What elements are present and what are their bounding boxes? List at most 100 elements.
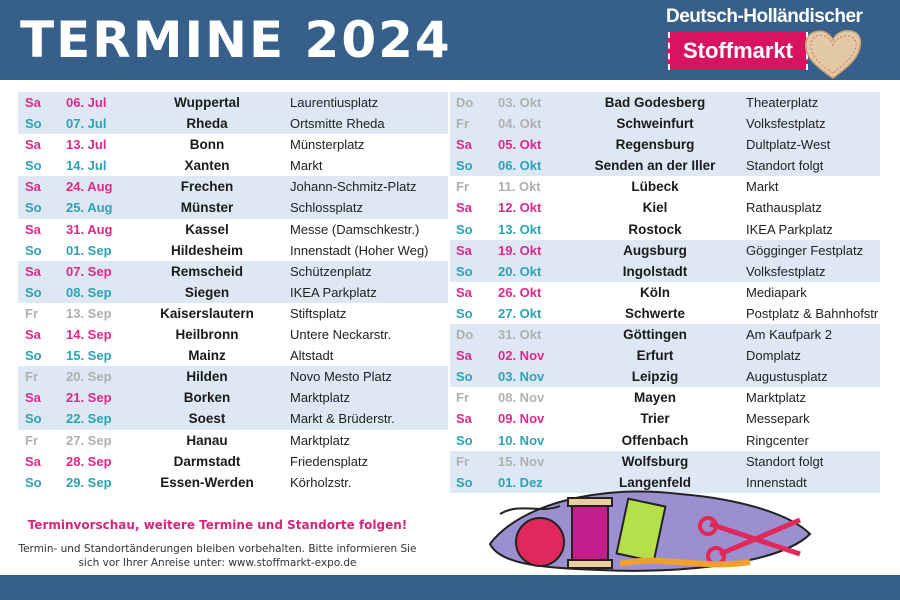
venue-name: Münsterplatz <box>290 137 365 153</box>
table-row: Sa 05. Okt Regensburg Dultplatz-West <box>450 134 880 156</box>
day-label: Fr <box>25 305 38 321</box>
table-row: Sa 09. Nov Trier Messepark <box>450 408 880 429</box>
table-row: So 29. Sep Essen-Werden Körholzstr. <box>18 472 448 493</box>
date-label: 25. Aug <box>66 200 113 216</box>
venue-name: IKEA Parkplatz <box>290 284 377 300</box>
city-name: Kassel <box>185 221 229 237</box>
date-label: 08. Sep <box>66 284 112 300</box>
date-label: 07. Jul <box>66 116 107 132</box>
schedule-table-right: Do 03. Okt Bad Godesberg Theaterplatz Fr 04. … <box>450 92 880 493</box>
table-row: Sa 14. Sep Heilbronn Untere Neckarstr. <box>18 324 448 345</box>
venue-name: Novo Mesto Platz <box>290 369 392 385</box>
venue-name: Marktplatz <box>746 390 806 406</box>
table-row: Sa 13. Jul Bonn Münsterplatz <box>18 134 448 155</box>
date-label: 15. Nov <box>498 453 545 469</box>
day-label: Sa <box>456 137 472 153</box>
header-banner: TERMINE 2024 Deutsch-Holländischer Stoff… <box>0 0 900 80</box>
venue-name: Innenstadt <box>746 474 807 490</box>
venue-name: Augustusplatz <box>746 369 828 385</box>
date-label: 03. Okt <box>498 95 542 110</box>
city-name: Wuppertal <box>174 95 240 110</box>
table-row: Sa 24. Aug Frechen Johann-Schmitz-Platz <box>18 176 448 198</box>
logo-band-text: Stoffmarkt <box>668 32 808 70</box>
date-label: 09. Nov <box>498 411 545 427</box>
table-row: Sa 07. Sep Remscheid Schützenplatz <box>18 260 448 282</box>
city-name: Siegen <box>184 284 230 300</box>
venue-name: Messe (Damschkestr.) <box>290 221 420 237</box>
day-label: So <box>25 158 42 174</box>
disclaimer-note: Termin- und Standortänderungen bleiben v… <box>18 543 417 569</box>
date-label: 04. Okt <box>498 116 542 132</box>
day-label: Do <box>456 95 474 110</box>
date-label: 14. Sep <box>66 327 112 343</box>
table-row: Sa 06. Jul Wuppertal Laurentiusplatz <box>18 92 448 114</box>
table-row: So 10. Nov Offenbach Ringcenter <box>450 430 880 451</box>
city-name: Rheda <box>186 116 228 132</box>
sewing-illustration <box>488 490 812 572</box>
day-label: So <box>456 221 473 237</box>
day-label: Sa <box>456 411 472 427</box>
stoffmarkt-logo: Deutsch-Holländischer Stoffmarkt <box>660 6 890 79</box>
date-label: 13. Sep <box>66 305 112 321</box>
day-label: Sa <box>25 95 41 110</box>
table-row: Fr 08. Nov Mayen Marktplatz <box>450 387 880 408</box>
day-label: So <box>456 369 473 385</box>
day-label: Fr <box>456 179 469 195</box>
city-name: Rostock <box>628 221 682 237</box>
spool-green-icon <box>615 497 667 563</box>
venue-name: Markt <box>746 179 779 195</box>
venue-name: Markt <box>290 158 323 174</box>
venue-name: Marktplatz <box>290 390 350 406</box>
table-row: So 01. Dez Langenfeld Innenstadt <box>450 471 880 493</box>
city-name: Münster <box>180 200 234 216</box>
table-row: Fr 20. Sep Hilden Novo Mesto Platz <box>18 366 448 388</box>
city-name: Frechen <box>180 179 234 195</box>
venue-name: Gögginger Festplatz <box>746 242 864 258</box>
city-name: Regensburg <box>615 137 695 153</box>
venue-name: Rathausplatz <box>746 200 822 216</box>
venue-name: Dultplatz-West <box>746 137 831 153</box>
city-name: Lübeck <box>631 179 679 195</box>
day-label: So <box>25 411 42 427</box>
table-row: So 20. Okt Ingolstadt Volksfestplatz <box>450 260 880 282</box>
date-label: 27. Okt <box>498 305 542 321</box>
date-label: 11. Okt <box>498 179 541 195</box>
table-row: Sa 02. Nov Erfurt Domplatz <box>450 345 880 367</box>
date-label: 13. Okt <box>498 221 542 237</box>
pincushion-icon <box>515 517 565 567</box>
date-label: 08. Nov <box>498 390 545 406</box>
venue-name: Friedensplatz <box>290 453 369 469</box>
table-row: So 15. Sep Mainz Altstadt <box>18 345 448 366</box>
venue-name: IKEA Parkplatz <box>746 221 833 237</box>
table-row: So 22. Sep Soest Markt & Brüderstr. <box>18 408 448 430</box>
heart-icon <box>804 29 862 79</box>
venue-name: Theaterplatz <box>746 95 819 110</box>
table-row: So 01. Sep Hildesheim Innenstadt (Hoher Weg… <box>18 240 448 261</box>
city-name: Essen-Werden <box>160 474 254 490</box>
day-label: So <box>25 242 42 258</box>
city-name: Kiel <box>642 200 668 216</box>
city-name: Offenbach <box>621 432 689 448</box>
day-label: Sa <box>456 200 472 216</box>
venue-name: Am Kaufpark 2 <box>746 327 832 343</box>
day-label: Sa <box>25 453 41 469</box>
table-row: So 27. Okt Schwerte Postplatz & Bahnhofstr <box>450 303 880 324</box>
venue-name: Johann-Schmitz-Platz <box>290 179 417 195</box>
day-label: Sa <box>25 390 41 406</box>
logo-top-text: Deutsch-Holländischer <box>666 6 863 27</box>
city-name: Bonn <box>189 137 225 153</box>
table-row: So 06. Okt Senden an der Iller Standort fol… <box>450 155 880 177</box>
city-name: Remscheid <box>170 263 244 279</box>
preview-note: Terminvorschau, weitere Termine und Stan… <box>27 518 408 532</box>
city-name: Kaiserslautern <box>160 305 254 321</box>
venue-name: Ortsmitte Rheda <box>290 116 385 132</box>
day-label: Sa <box>25 137 41 153</box>
day-label: So <box>456 158 473 174</box>
city-name: Mainz <box>188 348 226 364</box>
table-row: Sa 26. Okt Köln Mediapark <box>450 282 880 303</box>
venue-name: Markt & Brüderstr. <box>290 411 395 427</box>
day-label: Fr <box>456 453 469 469</box>
table-row: Fr 04. Okt Schweinfurt Volksfestplatz <box>450 113 880 135</box>
table-row: Sa 19. Okt Augsburg Gögginger Festplatz <box>450 239 880 261</box>
date-label: 01. Sep <box>66 242 112 258</box>
